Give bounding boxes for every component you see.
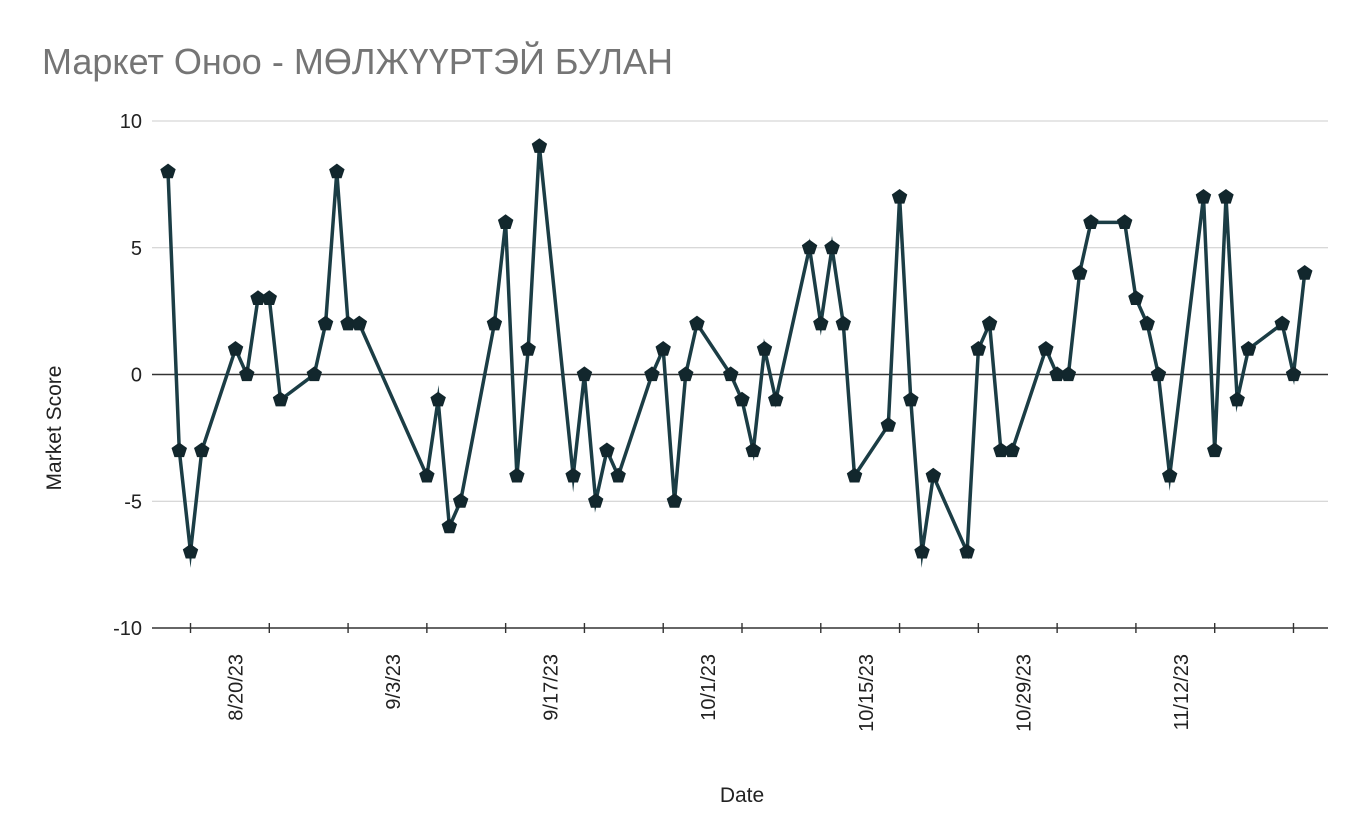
- data-point: [261, 290, 277, 305]
- data-point: [1240, 340, 1257, 356]
- gridlines: [152, 120, 1328, 502]
- data-point: [329, 163, 345, 179]
- series-market-score: [160, 138, 1313, 568]
- data-point: [1195, 188, 1212, 204]
- data-point: [227, 340, 244, 356]
- data-point: [903, 391, 919, 407]
- data-point: [1060, 366, 1077, 382]
- data-point: [1297, 264, 1313, 280]
- data-point: [1004, 442, 1020, 458]
- data-point: [846, 467, 863, 483]
- data-point: [509, 467, 525, 483]
- data-point: [891, 188, 908, 204]
- y-axis-ticks: 10 5 0 -5 -10: [113, 111, 142, 640]
- data-point: [1139, 315, 1155, 331]
- data-point: [768, 391, 784, 407]
- y-tick-label: 10: [120, 111, 142, 133]
- data-point: [182, 543, 199, 559]
- data-point: [689, 315, 705, 331]
- y-tick-label: -5: [124, 491, 142, 513]
- data-point: [565, 467, 581, 483]
- data-point: [1285, 366, 1302, 382]
- data-point: [1038, 340, 1054, 356]
- y-axis-label: Market Score: [43, 366, 66, 491]
- data-point: [1116, 214, 1133, 229]
- x-tick-label: 10/29/23: [1013, 654, 1035, 732]
- data-point: [317, 315, 334, 331]
- data-point: [1083, 214, 1099, 229]
- data-point: [981, 315, 998, 331]
- data-point: [1128, 290, 1144, 305]
- data-point: [588, 493, 604, 508]
- x-tick-label: 8/20/23: [226, 654, 248, 721]
- data-point: [441, 518, 458, 534]
- y-tick-label: 0: [131, 365, 142, 387]
- data-point: [1207, 442, 1223, 458]
- data-point: [419, 467, 435, 483]
- data-point: [745, 442, 761, 458]
- data-point: [272, 391, 289, 407]
- data-point: [655, 340, 671, 356]
- x-tick-label: 9/3/23: [383, 654, 405, 710]
- data-point: [520, 340, 536, 356]
- x-axis: [152, 623, 1328, 633]
- data-point: [576, 366, 593, 382]
- data-point: [1218, 188, 1234, 204]
- data-point: [914, 543, 930, 559]
- data-point: [925, 467, 942, 483]
- data-point: [1150, 366, 1167, 382]
- data-point: [835, 315, 851, 331]
- data-point: [351, 315, 368, 331]
- data-point: [824, 239, 840, 255]
- data-point: [880, 417, 896, 432]
- series-line: [166, 146, 1307, 568]
- data-point: [531, 138, 548, 153]
- data-point: [171, 442, 187, 458]
- y-tick-label: -10: [113, 618, 142, 640]
- x-tick-label: 10/1/23: [698, 654, 720, 721]
- data-point: [959, 543, 975, 559]
- data-point: [1071, 264, 1088, 280]
- data-point: [239, 366, 255, 382]
- x-tick-label: 10/15/23: [856, 654, 878, 732]
- x-axis-ticks: 8/20/23 9/3/23 9/17/23 10/1/23 10/15/23 10/29…: [226, 654, 1193, 732]
- data-point: [644, 366, 660, 382]
- data-point: [756, 340, 773, 356]
- data-point: [194, 442, 210, 458]
- data-point: [486, 315, 503, 331]
- x-axis-label: Date: [720, 784, 764, 807]
- data-point: [813, 315, 829, 331]
- data-point: [1229, 391, 1245, 407]
- data-point: [599, 442, 615, 458]
- x-tick-label: 9/17/23: [541, 654, 563, 721]
- data-point: [734, 391, 750, 407]
- data-point: [723, 366, 739, 382]
- data-point: [1162, 467, 1178, 483]
- data-point: [970, 340, 987, 356]
- data-point: [678, 366, 694, 382]
- data-point: [497, 214, 514, 229]
- data-point: [160, 163, 176, 179]
- chart-title: Маркет Оноо - МӨЛЖҮҮРТЭЙ БУЛАН: [42, 40, 673, 82]
- y-tick-label: 5: [131, 238, 142, 260]
- data-point: [610, 467, 626, 483]
- data-point: [801, 239, 818, 255]
- data-point: [666, 493, 683, 508]
- data-point: [430, 391, 446, 407]
- data-point: [452, 493, 469, 508]
- x-tick-label: 11/12/23: [1171, 654, 1193, 730]
- data-point: [306, 366, 322, 382]
- data-point: [1274, 315, 1290, 331]
